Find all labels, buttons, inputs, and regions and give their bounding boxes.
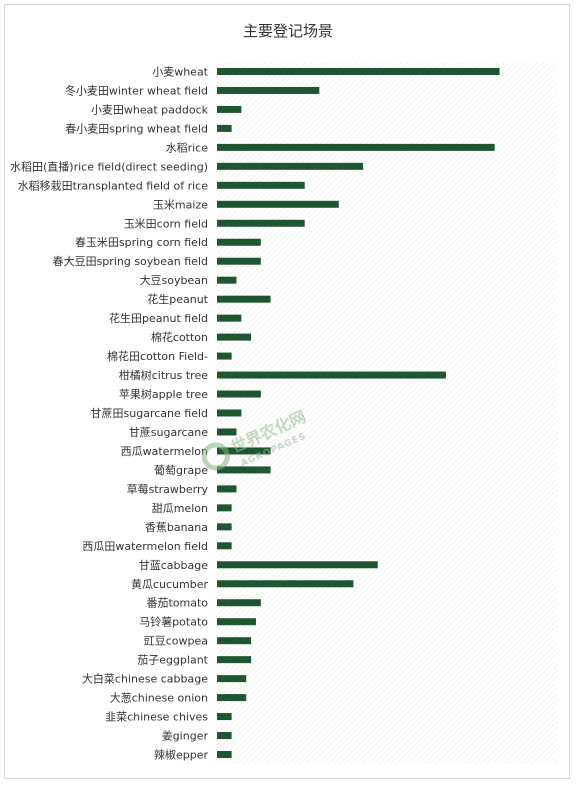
bar — [217, 599, 261, 607]
bar — [217, 466, 271, 474]
category-label: 棉花田cotton Field- — [107, 349, 208, 363]
plot-background — [217, 62, 558, 764]
bar — [217, 314, 242, 322]
bar — [217, 713, 232, 721]
category-label: 玉米田corn field — [124, 217, 208, 230]
bar — [217, 295, 271, 303]
category-label: 春大豆田spring soybean field — [53, 254, 208, 268]
bar — [217, 390, 261, 398]
bar — [217, 637, 252, 645]
bar — [217, 675, 247, 683]
category-label: 西瓜watermelon — [121, 445, 208, 458]
bar — [217, 105, 242, 113]
bar — [217, 238, 261, 246]
bar — [217, 580, 354, 588]
category-label: 甘蔗田sugarcane field — [91, 407, 208, 420]
bar — [217, 504, 232, 512]
bar — [217, 618, 256, 626]
category-label: 甘蔗sugarcane — [129, 426, 208, 439]
bar — [217, 333, 252, 341]
bar — [217, 352, 232, 360]
category-label: 葡萄grape — [154, 464, 208, 477]
bar — [217, 371, 446, 379]
category-label: 棉花cotton — [151, 330, 208, 344]
bar — [217, 143, 495, 151]
chart-title: 主要登记场景 — [242, 22, 333, 40]
bar — [217, 162, 364, 170]
category-label: 韭菜chinese chives — [105, 711, 208, 724]
bar — [217, 257, 261, 265]
category-label: 辣椒epper — [154, 748, 208, 762]
category-label: 甘蓝cabbage — [139, 559, 208, 572]
category-label: 花生peanut — [147, 292, 208, 306]
category-label: 水稻rice — [166, 141, 209, 154]
bar — [217, 561, 378, 569]
category-label: 草莓strawberry — [127, 483, 209, 496]
category-label: 小麦wheat — [152, 65, 208, 78]
category-label: 小麦田wheat paddock — [91, 103, 209, 116]
category-label: 柑橘树citrus tree — [119, 368, 208, 382]
bar — [217, 276, 237, 284]
bar — [217, 732, 232, 740]
bar — [217, 124, 232, 132]
bar — [217, 181, 305, 189]
bar — [217, 523, 232, 531]
bar — [217, 219, 305, 227]
category-label: 大豆soybean — [140, 273, 208, 287]
category-label: 豇豆cowpea — [144, 635, 208, 648]
category-label: 水稻田(直播)rice field(direct seeding) — [10, 159, 208, 173]
category-label: 黄瓜cucumber — [131, 577, 209, 591]
bar — [217, 447, 271, 455]
category-label: 大葱chinese onion — [110, 691, 208, 705]
bar — [217, 485, 237, 493]
category-label: 甜瓜melon — [152, 502, 208, 515]
category-label: 茄子eggplant — [137, 653, 208, 667]
category-label: 番茄tomato — [146, 596, 208, 610]
category-label: 冬小麦田winter wheat field — [65, 83, 208, 97]
bar — [217, 656, 252, 664]
category-label: 春玉米田spring corn field — [75, 236, 208, 249]
category-label: 香蕉banana — [145, 521, 208, 534]
category-label: 姜ginger — [162, 729, 209, 743]
category-label: 花生田peanut field — [109, 311, 208, 325]
category-label: 大白菜chinese cabbage — [82, 672, 208, 686]
bar — [217, 694, 247, 702]
bar — [217, 67, 500, 75]
category-label: 苹果树apple tree — [119, 387, 208, 401]
category-label: 西瓜田watermelon field — [82, 540, 208, 553]
bar — [217, 86, 320, 94]
bar — [217, 428, 237, 436]
category-label: 水稻移栽田transplanted field of rice — [18, 179, 209, 192]
category-label: 马铃薯potato — [139, 615, 208, 629]
category-label: 玉米maize — [153, 198, 208, 211]
bar — [217, 542, 232, 550]
bar — [217, 409, 242, 417]
bar — [217, 200, 339, 208]
category-label: 春小麦田spring wheat field — [65, 122, 208, 135]
bar — [217, 751, 232, 759]
